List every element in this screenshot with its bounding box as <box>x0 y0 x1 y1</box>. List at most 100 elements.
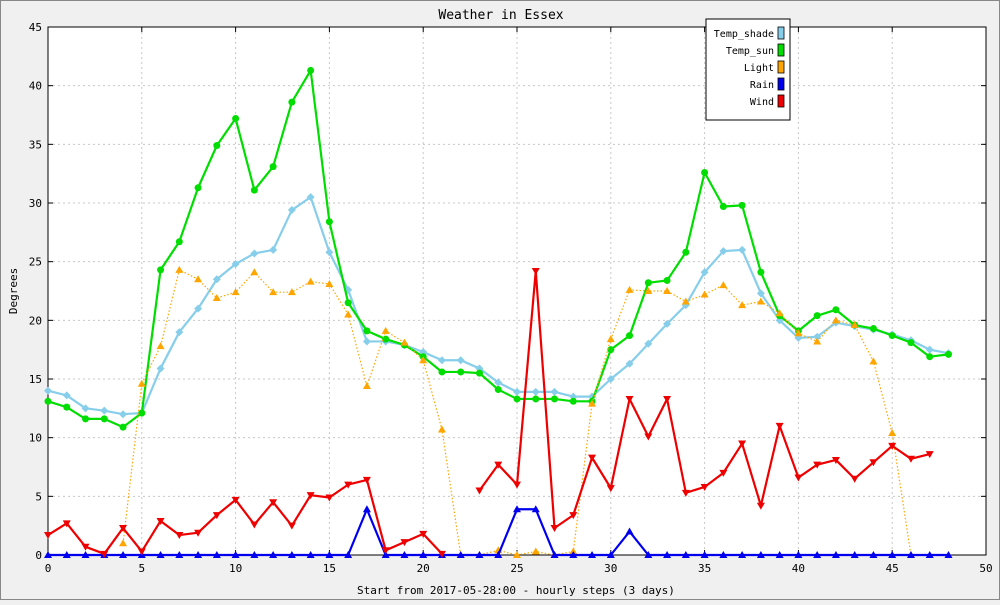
data-point-rain <box>606 551 615 558</box>
data-point-wind <box>925 451 934 459</box>
data-point-light <box>681 297 690 305</box>
data-point-temp-shade <box>756 289 765 298</box>
data-point-rain <box>287 551 296 558</box>
data-point-temp-sun <box>926 353 934 361</box>
series-line-wind <box>47 478 443 555</box>
data-point-light <box>531 547 540 555</box>
data-point-light <box>700 290 709 298</box>
legend-label-light: Light <box>744 63 774 74</box>
data-point-rain <box>625 527 634 535</box>
data-point-light <box>513 551 521 558</box>
data-point-rain <box>325 551 334 558</box>
data-point-temp-shade <box>194 304 203 313</box>
data-point-rain <box>212 551 221 558</box>
x-tick-label: 15 <box>323 562 336 575</box>
x-axis-label: Start from 2017-05-28:00 - hourly steps … <box>357 584 675 597</box>
data-point-wind <box>681 489 690 497</box>
data-point-wind <box>531 268 540 276</box>
data-point-light <box>306 277 315 285</box>
data-point-temp-shade <box>437 356 446 365</box>
data-point-temp-sun <box>626 332 634 340</box>
data-point-temp-sun <box>757 268 765 276</box>
y-tick-label: 30 <box>29 197 42 210</box>
data-point-temp-sun <box>513 395 521 403</box>
data-point-temp-sun <box>701 168 709 176</box>
data-point-light <box>625 285 634 293</box>
data-point-rain <box>588 551 597 558</box>
data-point-light <box>231 288 240 296</box>
data-point-rain <box>944 551 953 558</box>
data-point-rain <box>869 551 878 558</box>
series-wind <box>44 268 934 558</box>
legend-label-temp-shade: Temp_shade <box>714 29 774 40</box>
data-point-rain <box>306 551 315 558</box>
legend-label-rain: Rain <box>750 80 774 91</box>
data-point-wind <box>644 433 653 441</box>
data-point-rain <box>231 551 240 558</box>
legend-box <box>705 18 791 121</box>
data-point-temp-shade <box>513 387 521 396</box>
data-point-temp-sun <box>250 186 258 194</box>
data-point-light <box>137 379 146 387</box>
data-point-temp-sun <box>157 266 165 274</box>
data-point-wind <box>400 539 409 547</box>
data-point-temp-shade <box>362 337 371 346</box>
legend-swatch-rain <box>777 77 785 91</box>
data-point-wind <box>212 512 221 520</box>
data-point-temp-sun <box>907 339 915 347</box>
data-point-wind <box>794 474 803 482</box>
data-point-light <box>588 399 597 407</box>
data-point-light <box>738 301 747 309</box>
data-point-temp-shade <box>325 248 334 257</box>
legend-swatch-temp-shade <box>777 26 785 40</box>
data-point-temp-sun <box>475 369 483 377</box>
y-tick-label: 0 <box>35 549 42 562</box>
data-point-temp-shade <box>494 378 503 387</box>
y-tick-label: 15 <box>29 373 42 386</box>
x-tick-label: 35 <box>698 562 711 575</box>
data-point-temp-sun <box>307 66 315 74</box>
data-point-wind <box>906 455 915 463</box>
data-point-rain <box>569 551 578 558</box>
data-point-light <box>362 382 371 390</box>
data-point-temp-sun <box>344 299 352 307</box>
data-point-temp-sun <box>944 350 952 358</box>
legend-swatch-light <box>777 60 785 74</box>
data-point-wind <box>813 461 822 469</box>
data-point-light <box>644 287 653 294</box>
data-point-temp-shade <box>531 387 540 396</box>
x-tick-label: 30 <box>604 562 617 575</box>
data-point-light <box>869 357 878 365</box>
data-point-rain <box>738 551 747 558</box>
data-point-rain <box>831 551 840 558</box>
data-point-temp-sun <box>644 279 652 287</box>
data-point-temp-sun <box>457 368 465 376</box>
data-point-rain <box>925 551 934 558</box>
data-point-wind <box>62 520 71 528</box>
data-point-temp-sun <box>719 203 727 211</box>
data-point-temp-shade <box>644 339 653 348</box>
data-point-temp-sun <box>100 415 108 423</box>
data-point-rain <box>250 551 259 558</box>
data-point-rain <box>794 551 803 558</box>
data-point-temp-sun <box>138 409 146 417</box>
data-point-light <box>606 335 615 343</box>
data-point-temp-sun <box>888 332 896 340</box>
data-point-temp-shade <box>700 268 709 277</box>
data-point-temp-sun <box>363 327 371 335</box>
data-point-temp-sun <box>325 218 333 226</box>
chart-title: Weather in Essex <box>438 8 563 23</box>
data-point-temp-sun <box>63 403 71 411</box>
data-point-temp-shade <box>250 249 259 258</box>
data-point-wind <box>44 532 52 540</box>
data-point-wind <box>269 499 278 507</box>
data-point-light <box>437 425 446 433</box>
data-point-temp-sun <box>832 306 840 314</box>
data-point-rain <box>663 551 672 558</box>
legend-swatch-wind <box>777 94 785 108</box>
data-point-wind <box>287 522 296 530</box>
data-point-rain <box>400 551 409 558</box>
data-point-temp-sun <box>194 184 202 192</box>
